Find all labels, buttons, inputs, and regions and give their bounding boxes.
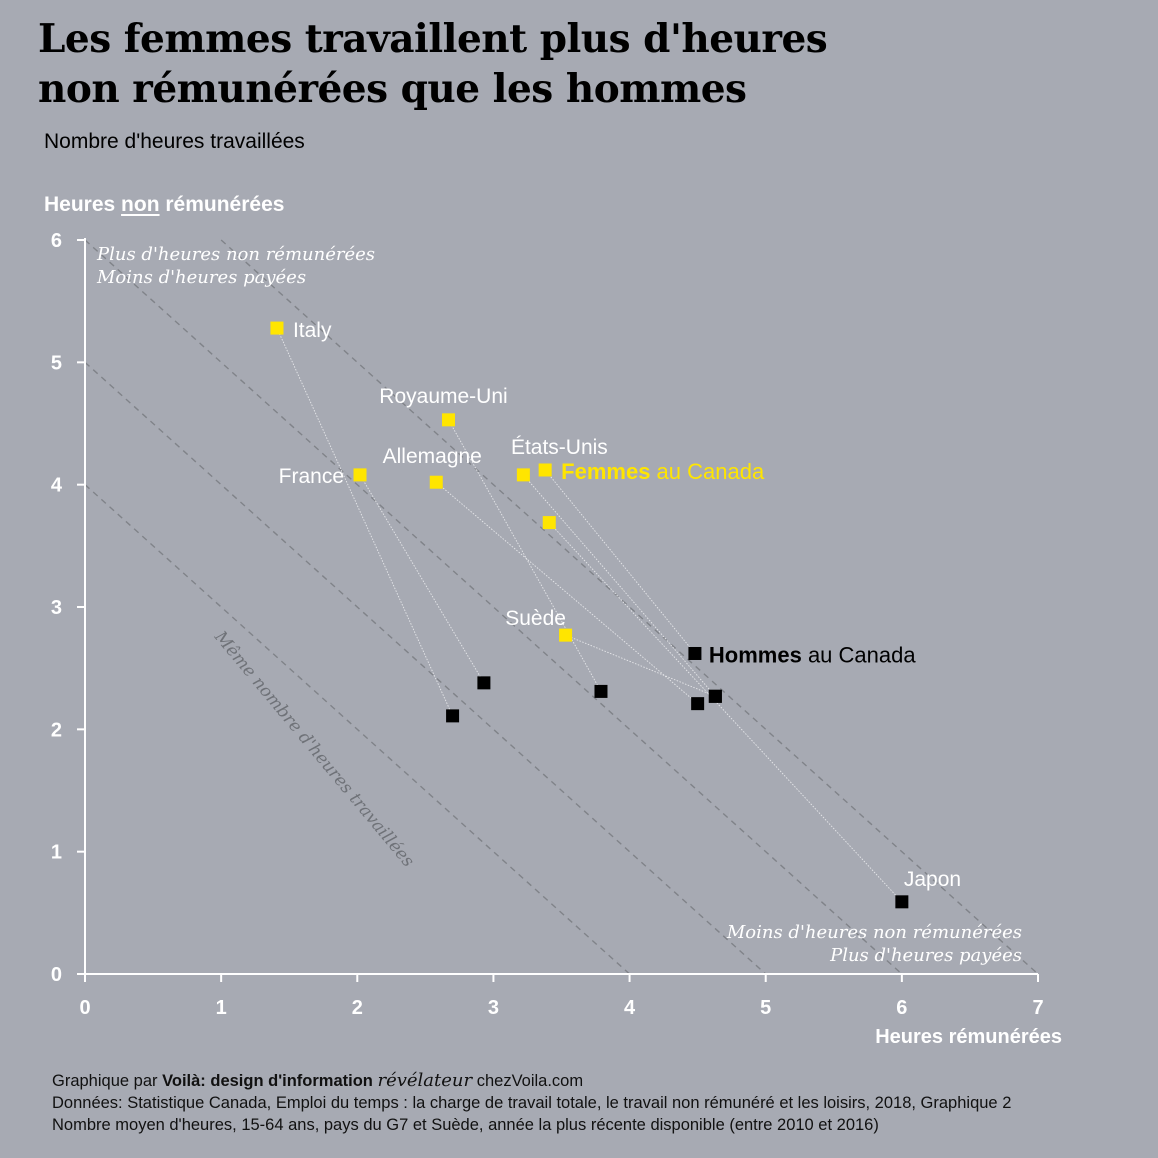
connector-line — [435, 481, 698, 704]
corner-note-bottom-line: Moins d'heures non rémunérées — [726, 922, 1022, 943]
x-tick-label: 7 — [1032, 997, 1043, 1019]
women-marker — [516, 468, 530, 482]
x-tick-label: 3 — [488, 997, 499, 1019]
canada-women-bold: Femmes — [561, 459, 650, 484]
chart-subtitle: Nombre d'heures travaillées — [44, 130, 305, 153]
y-axis-label-post: rémunérées — [159, 193, 285, 216]
men-marker — [688, 646, 702, 660]
connector-line — [276, 327, 453, 717]
connector-line — [544, 469, 696, 654]
x-tick-label: 4 — [624, 997, 636, 1019]
source-site-link[interactable]: chezVoila.com — [476, 1072, 584, 1090]
reference-line-label: Même nombre d'heures travaillées — [210, 627, 419, 872]
x-tick-label: 2 — [352, 997, 363, 1019]
men-marker — [691, 697, 705, 711]
x-tick-label: 1 — [216, 997, 227, 1019]
connector-line — [448, 419, 602, 692]
source-line-2: Données: Statistique Canada, Emploi du t… — [52, 1094, 1012, 1112]
canada-men-rest: au Canada — [802, 642, 917, 667]
canada-women-callout: Femmes au Canada — [561, 459, 765, 484]
y-tick-label: 1 — [51, 842, 62, 864]
women-marker — [353, 468, 367, 482]
chart-title: Les femmes travaillent plus d'heures non… — [38, 14, 1038, 114]
y-tick-label: 0 — [51, 964, 62, 986]
corner-note-bottom-line: Plus d'heures payées — [829, 945, 1022, 966]
source-prefix: Graphique par — [52, 1072, 163, 1090]
canada-men-bold: Hommes — [709, 642, 802, 667]
y-tick-label: 6 — [51, 230, 62, 252]
corner-note-top-line: Moins d'heures payées — [96, 267, 306, 288]
source-reveal: révélateur — [377, 1070, 473, 1091]
men-marker — [446, 709, 460, 723]
women-marker — [270, 321, 284, 335]
source-notes: Graphique par Voilà: design d'informatio… — [52, 1070, 1132, 1136]
country-label: Suède — [505, 607, 566, 630]
y-axis-label-underlined: non — [121, 193, 160, 216]
country-label: Italy — [293, 319, 332, 342]
women-marker — [538, 463, 552, 477]
canada-women-rest: au Canada — [650, 459, 765, 484]
reference-line — [84, 484, 631, 975]
country-label: Allemagne — [383, 445, 482, 468]
source-brand: Voilà: design d'information — [162, 1072, 373, 1090]
women-marker — [542, 516, 556, 530]
y-tick-label: 3 — [51, 597, 62, 619]
y-tick-label: 4 — [51, 475, 63, 497]
men-marker — [895, 895, 909, 909]
women-marker — [442, 413, 456, 427]
women-marker — [559, 628, 573, 642]
country-label: Royaume-Uni — [379, 385, 507, 408]
x-tick-label: 6 — [896, 997, 907, 1019]
reference-line — [84, 361, 767, 975]
y-axis-label-pre: Heures — [44, 193, 122, 216]
connector-line — [523, 474, 716, 697]
women-marker — [429, 475, 443, 489]
reference-line — [220, 239, 1039, 975]
source-line-3: Nombre moyen d'heures, 15-64 ans, pays d… — [52, 1116, 879, 1134]
connector-line — [548, 522, 903, 903]
connector-line — [359, 474, 485, 684]
men-marker — [594, 684, 608, 698]
country-label: France — [279, 465, 344, 488]
title-line-2: non rémunérées que les hommes — [38, 66, 747, 112]
y-tick-label: 2 — [51, 719, 62, 741]
title-line-1: Les femmes travaillent plus d'heures — [38, 16, 828, 62]
reference-line — [84, 239, 903, 975]
source-line-1: Graphique par Voilà: design d'informatio… — [52, 1070, 1132, 1092]
corner-note-top-line: Plus d'heures non rémunérées — [96, 244, 375, 265]
country-label: États-Unis — [511, 436, 608, 459]
connector-line — [565, 634, 716, 697]
men-marker — [708, 689, 722, 703]
y-tick-label: 5 — [51, 352, 62, 374]
canada-men-callout: Hommes au Canada — [709, 642, 916, 667]
x-axis-label: Heures rémunérées — [875, 1026, 1062, 1048]
y-axis-label: Heures non rémunérées — [44, 193, 284, 217]
x-tick-label: 5 — [760, 997, 771, 1019]
men-marker — [477, 676, 491, 690]
country-label-japan: Japon — [904, 868, 961, 891]
x-tick-label: 0 — [79, 997, 90, 1019]
